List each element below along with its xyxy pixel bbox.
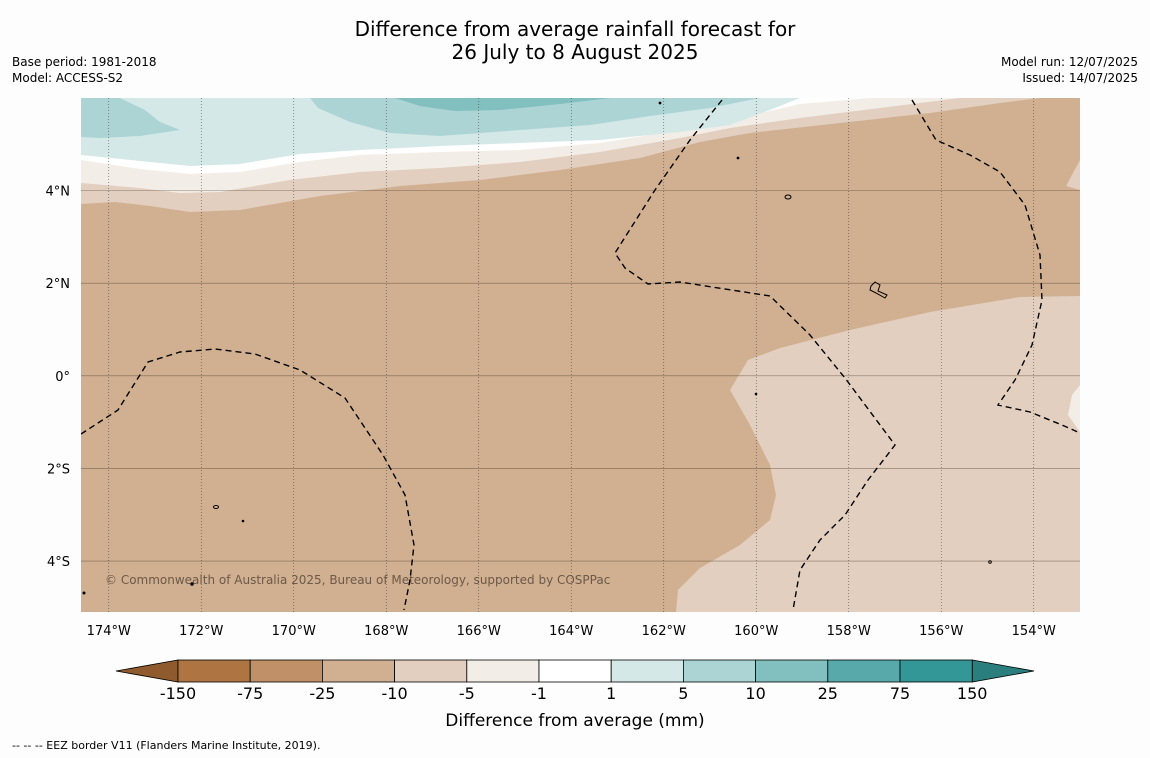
island-5 — [190, 582, 194, 586]
colorbar-tick-label: 10 — [745, 684, 765, 703]
near-average-patch — [1068, 385, 1080, 432]
eez-border-west — [81, 348, 415, 611]
colorbar-tick-label: 1 — [606, 684, 616, 703]
eez-border-east — [911, 99, 1080, 434]
colorbar-tick-label: 150 — [957, 684, 988, 703]
eez-borders — [81, 99, 1080, 611]
colorbar-extend-high — [971, 659, 1035, 683]
colorbar-tick-label: 5 — [678, 684, 688, 703]
colorbar-segment — [538, 659, 612, 683]
footer-note: -- -- -- EEZ border V11 (Flanders Marine… — [12, 739, 321, 752]
island-8 — [736, 156, 740, 160]
colorbar-segment — [249, 659, 323, 683]
rainfall-field — [81, 98, 1080, 612]
latitude-tick-label: 4°S — [47, 555, 70, 570]
colorbar: -150 -75 -25 -10 -5 -1 1 5 10 25 75 150 — [115, 659, 1035, 703]
copyright-text: © Commonwealth of Australia 2025, Bureau… — [105, 573, 610, 587]
longitude-tick-label: 158°W — [827, 624, 871, 639]
meta-right: Model run: 12/07/2025 Issued: 14/07/2025 — [1001, 54, 1138, 86]
wet-strong-area — [395, 98, 610, 111]
island-7 — [658, 101, 662, 105]
longitude-tick-label: 154°W — [1012, 624, 1056, 639]
issued-label: Issued: 14/07/2025 — [1022, 71, 1138, 85]
model-run-label: Model run: 12/07/2025 — [1000, 55, 1138, 69]
title-line-2: 26 July to 8 August 2025 — [451, 40, 699, 64]
colorbar-segment — [177, 659, 251, 683]
longitude-tick-label: 164°W — [549, 624, 593, 639]
colorbar-tick-label: 25 — [818, 684, 838, 703]
colorbar-segment — [466, 659, 540, 683]
island-4 — [241, 519, 245, 523]
colorbar-segment — [610, 659, 684, 683]
colorbar-tick-label: -10 — [382, 684, 408, 703]
island-6 — [988, 560, 992, 564]
longitude-tick-labels: 174°W 172°W 170°W 168°W 166°W 164°W 162°W 160°W… — [87, 624, 1056, 639]
latitude-tick-label: 2°N — [46, 277, 71, 292]
colorbar-segment — [755, 659, 829, 683]
eez-border-central — [614, 99, 896, 611]
latitude-tick-label: 0° — [55, 370, 70, 385]
model-label: Model: ACCESS-S2 — [12, 71, 124, 85]
colorbar-tick-label: -5 — [459, 684, 475, 703]
colorbar-segment — [321, 659, 395, 683]
island-9 — [754, 392, 758, 396]
colorbar-label: Difference from average (mm) — [445, 711, 704, 731]
wet-mid-area — [81, 98, 760, 138]
island-2 — [869, 281, 888, 299]
longitude-tick-label: 168°W — [364, 624, 408, 639]
latitude-tick-label: 2°S — [47, 462, 70, 477]
colorbar-tick-label: -150 — [160, 684, 196, 703]
longitude-tick-label: 170°W — [272, 624, 316, 639]
island-1 — [784, 194, 792, 200]
chart-title: Difference from average rainfall forecas… — [0, 18, 1150, 64]
latitude-tick-label: 4°N — [46, 185, 71, 200]
meta-left: Base period: 1981-2018 Model: ACCESS-S2 — [12, 54, 157, 86]
colorbar-tick-label: -25 — [309, 684, 335, 703]
longitude-tick-label: 166°W — [457, 624, 501, 639]
colorbar-extend-low — [115, 659, 179, 683]
colorbar-tick-label: -1 — [531, 684, 547, 703]
colorbar-segment — [394, 659, 468, 683]
title-line-1: Difference from average rainfall forecas… — [354, 17, 796, 41]
island-3 — [213, 505, 219, 509]
colorbar-tick-label: -75 — [237, 684, 263, 703]
longitude-tick-label: 156°W — [919, 624, 963, 639]
latitude-tick-labels: 4°N 2°N 0° 2°S 4°S — [46, 185, 71, 570]
islands — [82, 101, 992, 595]
base-period-label: Base period: 1981-2018 — [12, 55, 157, 69]
island-10 — [82, 591, 86, 595]
colorbar-segment — [827, 659, 901, 683]
longitude-tick-label: 160°W — [734, 624, 778, 639]
dry-light-southeast — [676, 296, 1080, 612]
longitude-tick-label: 162°W — [642, 624, 686, 639]
colorbar-tick-label: 75 — [890, 684, 910, 703]
gridlines — [81, 98, 1080, 612]
longitude-tick-label: 174°W — [87, 624, 131, 639]
colorbar-segment — [899, 659, 973, 683]
longitude-tick-label: 172°W — [179, 624, 223, 639]
colorbar-segment — [683, 659, 757, 683]
